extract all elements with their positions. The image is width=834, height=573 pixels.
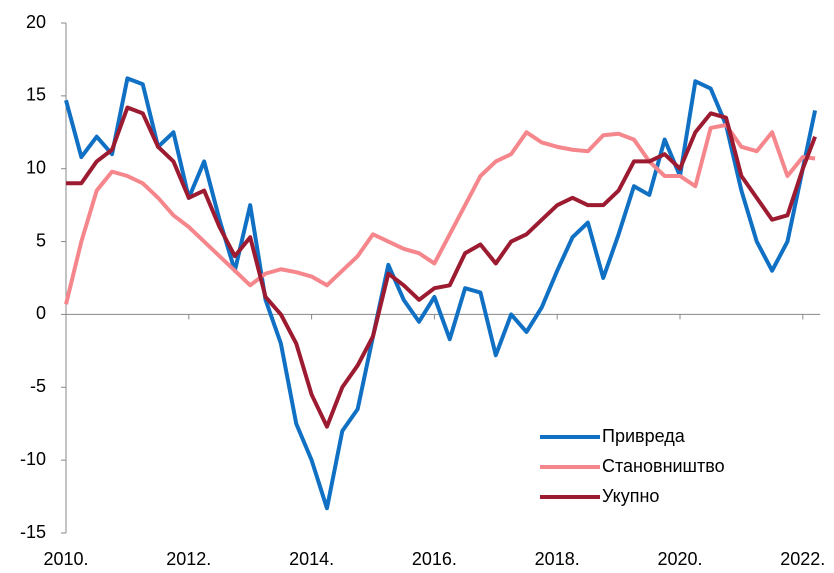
x-tick-label: 2010. xyxy=(43,549,88,569)
legend-label: Становништво xyxy=(602,456,725,476)
series-line xyxy=(66,105,817,429)
y-tick-label: -10 xyxy=(20,449,46,469)
x-tick-label: 2014. xyxy=(289,549,334,569)
series-line xyxy=(64,76,818,511)
y-tick-label: 5 xyxy=(36,230,46,250)
x-tick-label: 2012. xyxy=(166,549,211,569)
y-tick-label: 20 xyxy=(26,12,46,32)
y-tick-label: -5 xyxy=(30,376,46,396)
x-tick-label: 2022. xyxy=(780,549,825,569)
y-tick-label: 0 xyxy=(36,303,46,323)
x-tick-label: 2018. xyxy=(535,549,580,569)
x-tick-label: 2016. xyxy=(412,549,457,569)
series-line xyxy=(64,123,816,305)
y-tick-label: 10 xyxy=(26,157,46,177)
x-tick-label: 2020. xyxy=(657,549,702,569)
legend-label: Укупно xyxy=(602,486,659,506)
y-tick-label: -15 xyxy=(20,522,46,542)
y-tick-label: 15 xyxy=(26,85,46,105)
legend-label: Привреда xyxy=(602,426,686,446)
